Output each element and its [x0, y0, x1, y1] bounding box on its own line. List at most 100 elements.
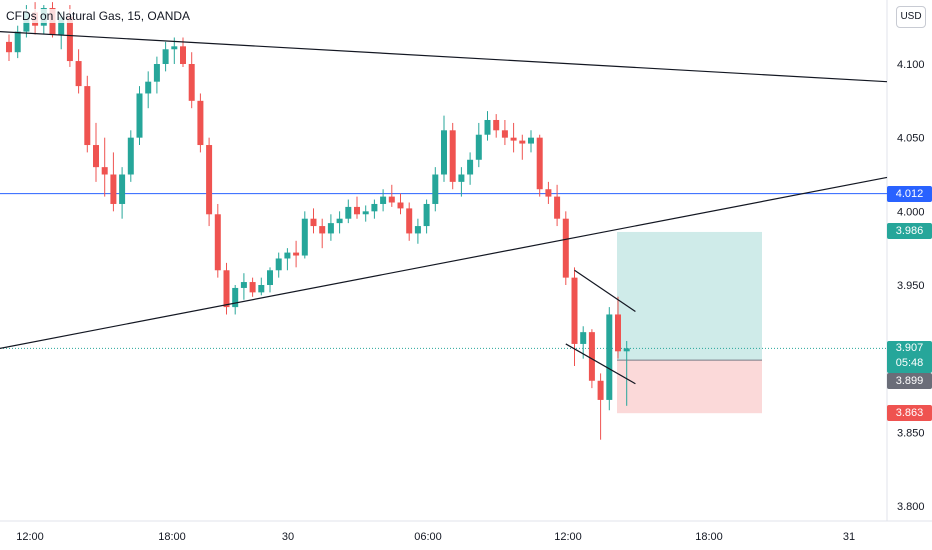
candle-body — [554, 196, 561, 219]
candle-body — [301, 218, 308, 256]
candle-body — [327, 223, 334, 234]
trendlines-group[interactable] — [0, 30, 888, 385]
candle-body — [110, 174, 117, 204]
price-tick-label: 4.050 — [897, 133, 925, 145]
time-tick-label: 18:00 — [695, 531, 723, 543]
candle-body — [414, 226, 421, 234]
candle-body — [615, 314, 621, 352]
bar-countdown: 05:48 — [895, 357, 924, 369]
candle-body — [571, 277, 578, 344]
time-tick-label: 30 — [282, 531, 294, 543]
candle-body — [275, 258, 282, 271]
candle-body — [597, 380, 604, 400]
candle-body — [293, 252, 300, 256]
candle-body — [58, 16, 65, 35]
time-tick-label: 12:00 — [16, 531, 44, 543]
time-tick-label: 31 — [843, 531, 855, 543]
candle-body — [536, 137, 543, 190]
candle-body — [84, 86, 91, 146]
candle-body — [119, 174, 126, 204]
trendline-upper-resistance — [0, 30, 888, 83]
candle-body — [528, 137, 534, 144]
candle-body — [145, 81, 152, 94]
candle-body — [319, 226, 326, 234]
candle-body — [171, 46, 178, 50]
candle-body — [6, 41, 12, 53]
candle-body — [240, 282, 247, 288]
candle-body — [354, 206, 360, 215]
candle-body — [197, 100, 204, 146]
current-price-tag: 3.907 05:48 — [887, 341, 932, 373]
currency-button[interactable]: USD — [896, 6, 926, 28]
candle-body — [449, 130, 456, 182]
candle-body — [493, 119, 500, 131]
entry-price-tag: 3.899 — [887, 373, 932, 389]
candle-body — [580, 332, 587, 344]
time-tick-label: 06:00 — [414, 531, 442, 543]
price-tick-label: 3.950 — [897, 280, 925, 292]
candle-body — [267, 270, 273, 285]
candle-body — [458, 174, 465, 182]
price-tick-label: 3.800 — [897, 501, 925, 513]
candle-body — [93, 145, 99, 168]
candle-body — [397, 202, 404, 209]
candle-body — [623, 348, 630, 352]
time-tick-label: 12:00 — [554, 531, 582, 543]
candle-body — [101, 167, 108, 175]
target-price-tag: 3.986 — [887, 223, 932, 239]
candle-body — [232, 287, 239, 308]
price-axis[interactable]: 4.100 4.050 4.000 3.950 3.850 3.800 — [897, 59, 925, 513]
candle-body — [310, 218, 317, 227]
candle-body — [14, 31, 21, 53]
candle-body — [388, 196, 395, 203]
long-position-tool[interactable] — [617, 231, 762, 414]
candle-body — [258, 285, 265, 293]
candle-body — [588, 332, 595, 381]
position-target-zone — [617, 231, 762, 361]
candle-body — [153, 64, 160, 82]
candle-body — [336, 218, 343, 224]
current-price-value: 3.907 — [895, 342, 924, 354]
candle-body — [510, 137, 517, 141]
candles-group — [6, 2, 630, 440]
candle-body — [284, 252, 291, 259]
candle-body — [380, 196, 387, 204]
candle-body — [66, 16, 73, 62]
candle-body — [162, 49, 169, 64]
price-tick-label: 4.000 — [897, 206, 925, 218]
candle-body — [406, 208, 413, 234]
candle-body — [484, 119, 491, 135]
horizontal-level-tag: 4.012 — [887, 186, 932, 202]
candle-body — [432, 174, 439, 204]
trendline-channel-upper — [574, 269, 636, 313]
candle-body — [606, 314, 613, 400]
candle-body — [249, 282, 256, 293]
time-axis[interactable]: 12:00 18:00 30 06:00 12:00 18:00 31 — [16, 531, 855, 543]
candle-body — [127, 137, 134, 175]
candle-body — [206, 145, 213, 215]
candle-body — [475, 134, 482, 160]
candle-body — [188, 64, 195, 101]
price-tick-label: 3.850 — [897, 427, 925, 439]
candle-body — [362, 211, 369, 215]
candle-body — [545, 189, 552, 197]
candle-body — [136, 93, 143, 138]
candle-body — [562, 218, 569, 278]
position-stop-zone — [617, 360, 762, 414]
trendline-channel-lower — [565, 343, 636, 385]
candle-body — [467, 159, 474, 175]
candle-body — [214, 214, 221, 271]
stop-price-tag: 3.863 — [887, 405, 932, 421]
candle-body — [519, 140, 526, 144]
candle-body — [75, 61, 82, 87]
candle-body — [441, 130, 447, 175]
candle-body — [223, 270, 230, 308]
candle-body — [501, 130, 508, 138]
candle-body — [345, 206, 352, 219]
candle-body — [371, 203, 378, 212]
time-tick-label: 18:00 — [158, 531, 186, 543]
trendline-ascending-support — [0, 176, 888, 349]
symbol-title[interactable]: CFDs on Natural Gas, 15, OANDA — [6, 9, 191, 23]
